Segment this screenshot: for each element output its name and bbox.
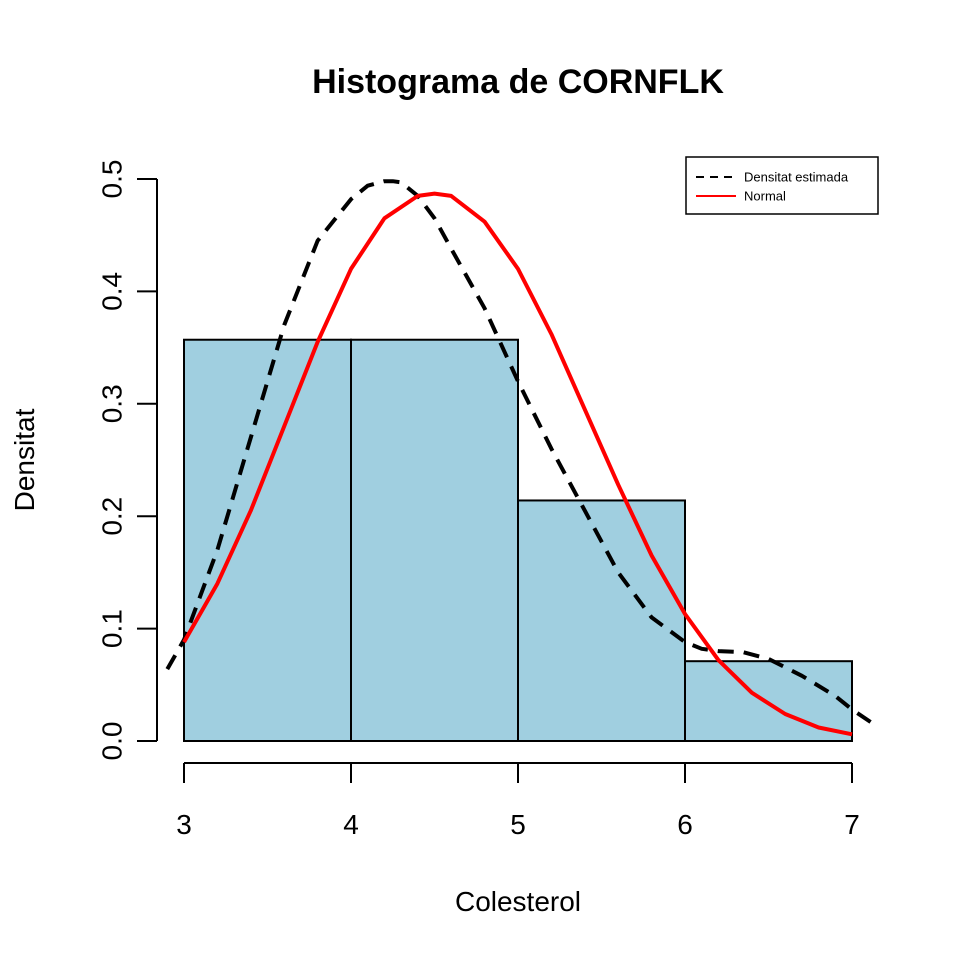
histogram-bars <box>183 338 853 742</box>
bar-0 <box>183 338 352 742</box>
y-tick-label-3: 0.3 <box>97 384 128 423</box>
y-tick-label-0: 0.0 <box>97 722 128 761</box>
x-tick-label-2: 5 <box>510 809 526 840</box>
y-tick-label-4: 0.4 <box>97 272 128 311</box>
legend-box <box>685 156 879 215</box>
x-tick-label-1: 4 <box>343 809 359 840</box>
chart-title: Histograma de CORNFLK <box>312 63 724 101</box>
bar-1 <box>350 338 519 742</box>
y-tick-label-5: 0.5 <box>97 160 128 199</box>
y-tick-label-1: 0.1 <box>97 609 128 648</box>
normal-curve-line <box>182 191 853 737</box>
legend-label-0: Densitat estimada <box>744 170 849 185</box>
y-tick-label-2: 0.2 <box>97 497 128 536</box>
bar-2 <box>517 499 686 742</box>
y-axis-label: Densitat <box>9 408 40 511</box>
legend: Densitat estimada Normal <box>685 156 879 215</box>
legend-label-1: Normal <box>744 189 786 204</box>
x-tick-label-0: 3 <box>176 809 192 840</box>
x-axis: 3 4 5 6 7 <box>176 762 860 840</box>
density-curves <box>165 179 879 737</box>
x-tick-label-3: 6 <box>677 809 693 840</box>
x-axis-label: Colesterol <box>455 886 581 917</box>
y-axis: 0.0 0.1 0.2 0.3 0.4 0.5 <box>97 160 158 761</box>
density-estimate-line <box>165 179 879 729</box>
x-tick-label-4: 7 <box>844 809 860 840</box>
